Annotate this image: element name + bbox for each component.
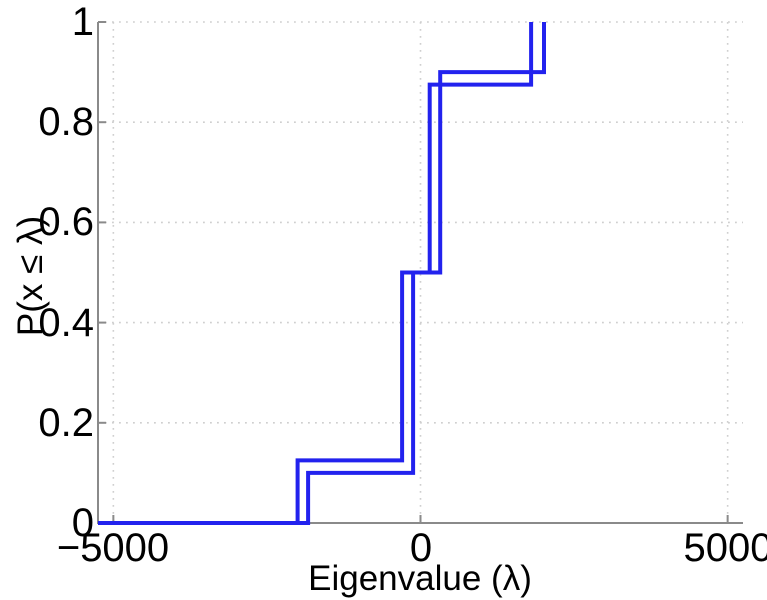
y-tick-label-0-8: 0.8 [38,100,94,144]
y-tick-label-0-4: 0.4 [38,301,94,345]
x-tick-label-neg5000: −5000 [56,526,170,570]
ecdf-curve-2 [98,22,546,525]
x-tick-label-0: 0 [409,526,433,570]
ecdf-curve-1 [98,22,534,525]
x-axis-label: Eigenvalue (λ) [308,559,532,598]
y-tick-label-0-6: 0.6 [38,200,94,244]
y-tick-label-1: 1 [71,0,94,44]
y-tick-label-0-2: 0.2 [38,401,94,445]
y-tick-label-0: 0 [71,501,94,545]
y-axis-label: P(x ≤ λ) [11,215,50,337]
x-tick-label-5000: 5000 [683,526,767,570]
